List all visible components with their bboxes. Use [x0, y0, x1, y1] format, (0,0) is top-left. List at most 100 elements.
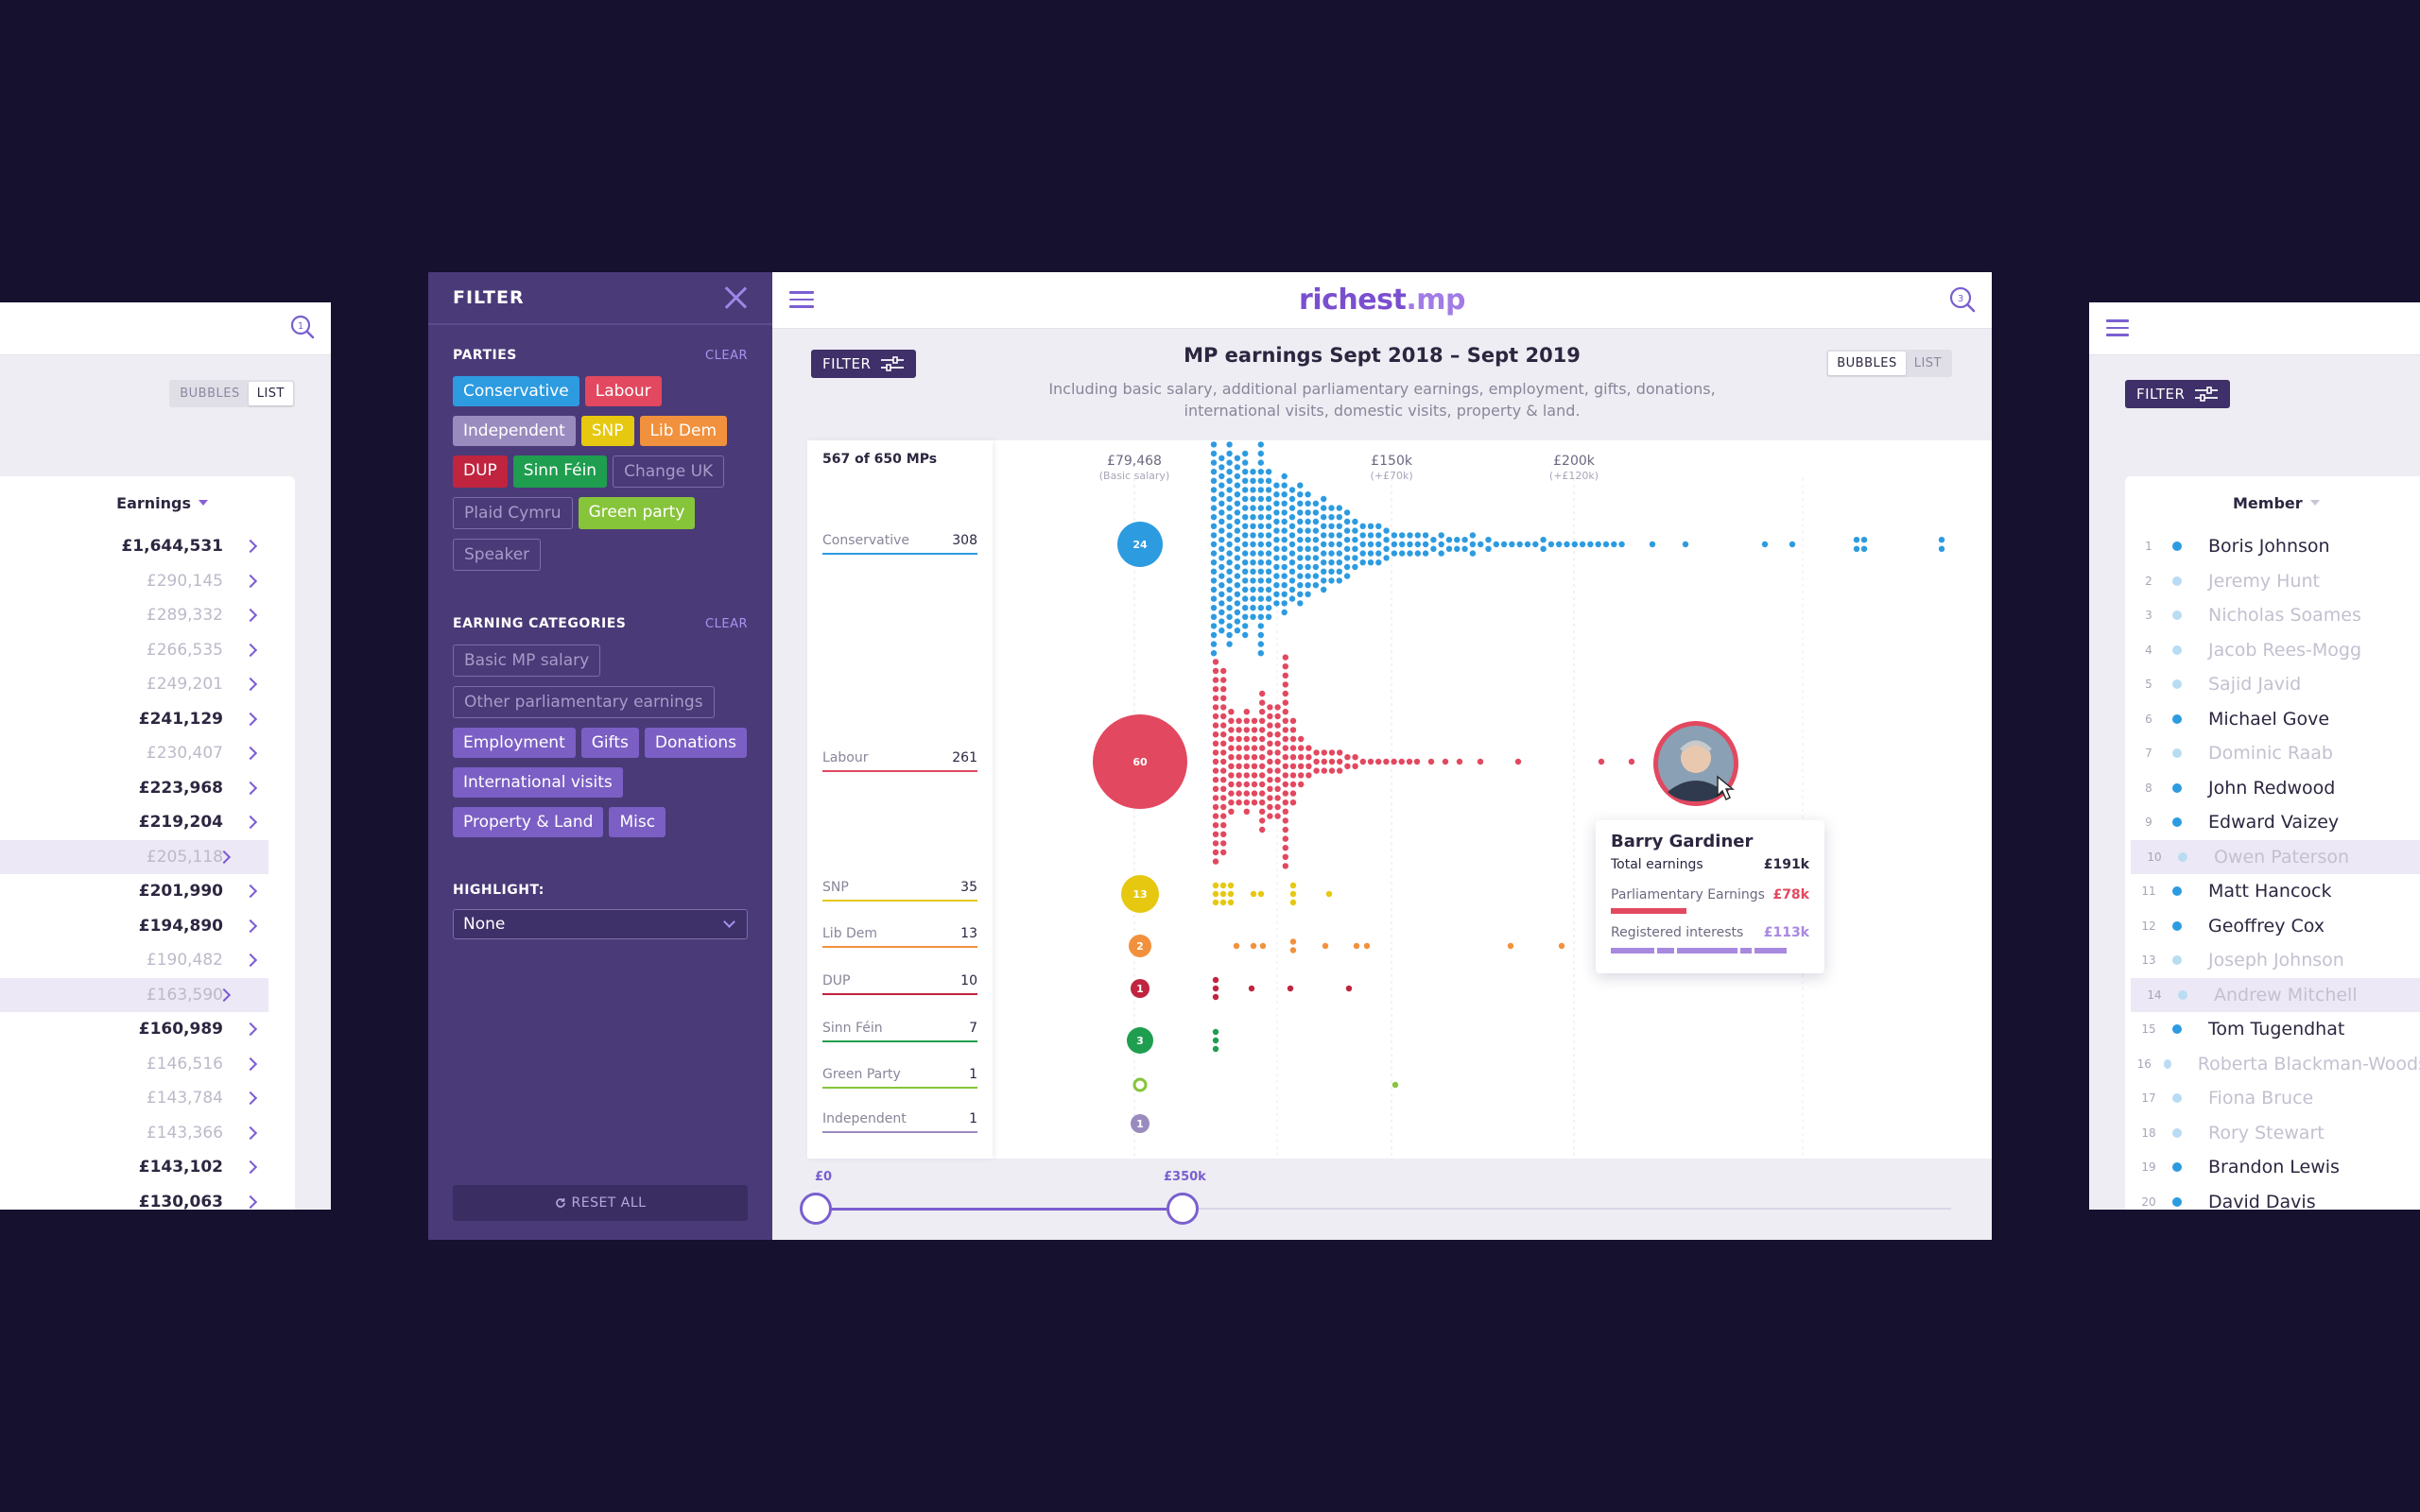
close-icon[interactable]	[723, 285, 748, 310]
mp-dot	[1242, 559, 1249, 566]
subtitle-line-1: Including basic salary, additional parli…	[1048, 380, 1716, 398]
slider-min-thumb[interactable]	[800, 1193, 832, 1225]
table-row[interactable]: £201,990	[0, 874, 295, 909]
party-legend-row[interactable]: Conservative 308	[822, 533, 977, 555]
mp-dot	[1226, 641, 1233, 647]
party-legend-row[interactable]: Lib Dem 13	[822, 926, 977, 948]
table-row[interactable]: 10 Owen Paterson	[2131, 839, 2420, 874]
member-column-header[interactable]: Member	[2125, 476, 2420, 529]
table-row[interactable]: £289,332	[0, 598, 295, 633]
category-chip[interactable]: Basic MP salary	[453, 644, 601, 677]
search-icon[interactable]: 3	[1948, 285, 1977, 314]
category-chip[interactable]: International visits	[453, 767, 623, 798]
mp-dot	[1321, 532, 1327, 539]
mp-dot	[1288, 487, 1296, 493]
party-chip[interactable]: Plaid Cymru	[453, 497, 573, 529]
party-legend-row[interactable]: SNP 35	[822, 880, 977, 902]
table-row[interactable]: £249,201	[0, 667, 295, 702]
table-row[interactable]: £241,129	[0, 702, 295, 737]
menu-icon[interactable]	[2106, 319, 2129, 338]
table-row[interactable]: 13 Joseph Johnson	[2125, 943, 2420, 978]
party-chip[interactable]: Lib Dem	[639, 416, 728, 446]
table-row[interactable]: £223,968	[0, 771, 295, 806]
table-row[interactable]: 8 John Redwood	[2125, 771, 2420, 806]
table-row[interactable]: 5 Sajid Javid	[2125, 667, 2420, 702]
party-chip[interactable]: DUP	[453, 455, 508, 488]
table-row[interactable]: £143,366	[0, 1116, 295, 1151]
table-row[interactable]: £143,784	[0, 1081, 295, 1116]
table-row[interactable]: £1,644,531	[0, 529, 295, 564]
party-chip[interactable]: SNP	[580, 416, 634, 446]
x-marker-sublabel: (+£120k)	[1549, 470, 1599, 482]
table-row[interactable]: 20 David Davis	[2125, 1185, 2420, 1210]
mp-dot	[1273, 509, 1280, 516]
menu-icon[interactable]	[789, 291, 814, 310]
filter-button[interactable]: FILTER	[811, 350, 917, 378]
party-chip[interactable]: Independent	[453, 416, 576, 446]
table-row[interactable]: £160,989	[0, 1012, 295, 1047]
list-toggle[interactable]: LIST	[1913, 356, 1942, 370]
table-row[interactable]: 6 Michael Gove	[2125, 702, 2420, 737]
party-chip[interactable]: Conservative	[453, 376, 579, 406]
table-row[interactable]: 14 Andrew Mitchell	[2131, 977, 2420, 1012]
table-row[interactable]: £146,516	[0, 1047, 295, 1082]
filter-button[interactable]: FILTER	[2125, 380, 2231, 408]
table-row[interactable]: 9 Edward Vaizey	[2125, 805, 2420, 840]
highlight-select[interactable]: None	[453, 909, 748, 939]
party-legend-row[interactable]: Green Party 1	[822, 1067, 977, 1089]
party-legend-row[interactable]: Sinn Féin 7	[822, 1021, 977, 1042]
table-row[interactable]: £143,102	[0, 1150, 295, 1185]
table-row[interactable]: £194,890	[0, 909, 295, 944]
category-chip[interactable]: Gifts	[580, 728, 639, 758]
category-chip[interactable]: Property & Land	[453, 807, 604, 837]
table-row[interactable]: £266,535	[0, 633, 295, 668]
mp-dot	[1251, 781, 1258, 788]
table-row[interactable]: £219,204	[0, 805, 295, 840]
table-row[interactable]: 1 Boris Johnson	[2125, 529, 2420, 564]
chevron-right-icon	[243, 816, 258, 830]
clear-categories-button[interactable]: CLEAR	[705, 616, 748, 631]
bubbles-toggle[interactable]: BUBBLES	[1828, 352, 1906, 375]
category-chip[interactable]: Misc	[609, 807, 666, 837]
party-legend-row[interactable]: Labour 261	[822, 750, 977, 772]
clear-parties-button[interactable]: CLEAR	[705, 348, 748, 363]
bubbles-toggle[interactable]: BUBBLES	[180, 387, 240, 401]
party-legend-row[interactable]: DUP 10	[822, 973, 977, 995]
table-row[interactable]: 7 Dominic Raab	[2125, 736, 2420, 771]
mp-dot	[1321, 550, 1327, 557]
party-chip[interactable]: Labour	[584, 376, 662, 406]
table-row[interactable]: 12 Geoffrey Cox	[2125, 909, 2420, 944]
table-row[interactable]: 11 Matt Hancock	[2125, 874, 2420, 909]
table-row[interactable]: £163,590	[0, 977, 268, 1012]
table-row[interactable]: 19 Brandon Lewis	[2125, 1150, 2420, 1185]
table-row[interactable]: 17 Fiona Bruce	[2125, 1081, 2420, 1116]
slider-max-thumb[interactable]	[1167, 1193, 1199, 1225]
table-row[interactable]: £205,118	[0, 839, 268, 874]
table-row[interactable]: £190,482	[0, 943, 295, 978]
list-toggle[interactable]: LIST	[248, 382, 293, 405]
party-chip[interactable]: Green party	[578, 497, 696, 529]
table-row[interactable]: 18 Rory Stewart	[2125, 1116, 2420, 1151]
mp-dot	[1228, 727, 1235, 733]
mp-dot	[1469, 532, 1477, 539]
table-row[interactable]: 3 Nicholas Soames	[2125, 598, 2420, 633]
slider-track[interactable]	[815, 1208, 1951, 1210]
reset-all-button[interactable]: RESET ALL	[453, 1185, 748, 1221]
table-row[interactable]: 16 Roberta Blackman-Woods	[2125, 1047, 2420, 1082]
table-row[interactable]: £230,407	[0, 736, 295, 771]
category-chip[interactable]: Donations	[644, 728, 747, 758]
party-chip[interactable]: Change UK	[613, 455, 725, 488]
party-legend-row[interactable]: Independent 1	[822, 1111, 977, 1133]
table-row[interactable]: £130,063	[0, 1185, 295, 1210]
category-chip[interactable]: Employment	[453, 728, 576, 758]
party-chip[interactable]: Speaker	[453, 539, 542, 571]
search-icon[interactable]: 1	[289, 314, 316, 340]
table-row[interactable]: 2 Jeremy Hunt	[2125, 564, 2420, 599]
table-row[interactable]: 15 Tom Tugendhat	[2125, 1012, 2420, 1047]
mp-dot	[1321, 559, 1327, 566]
table-row[interactable]: £290,145	[0, 564, 295, 599]
earnings-column-header[interactable]: Earnings	[0, 476, 295, 529]
table-row[interactable]: 4 Jacob Rees-Mogg	[2125, 633, 2420, 668]
party-chip[interactable]: Sinn Féin	[512, 455, 608, 488]
category-chip[interactable]: Other parliamentary earnings	[453, 686, 715, 718]
